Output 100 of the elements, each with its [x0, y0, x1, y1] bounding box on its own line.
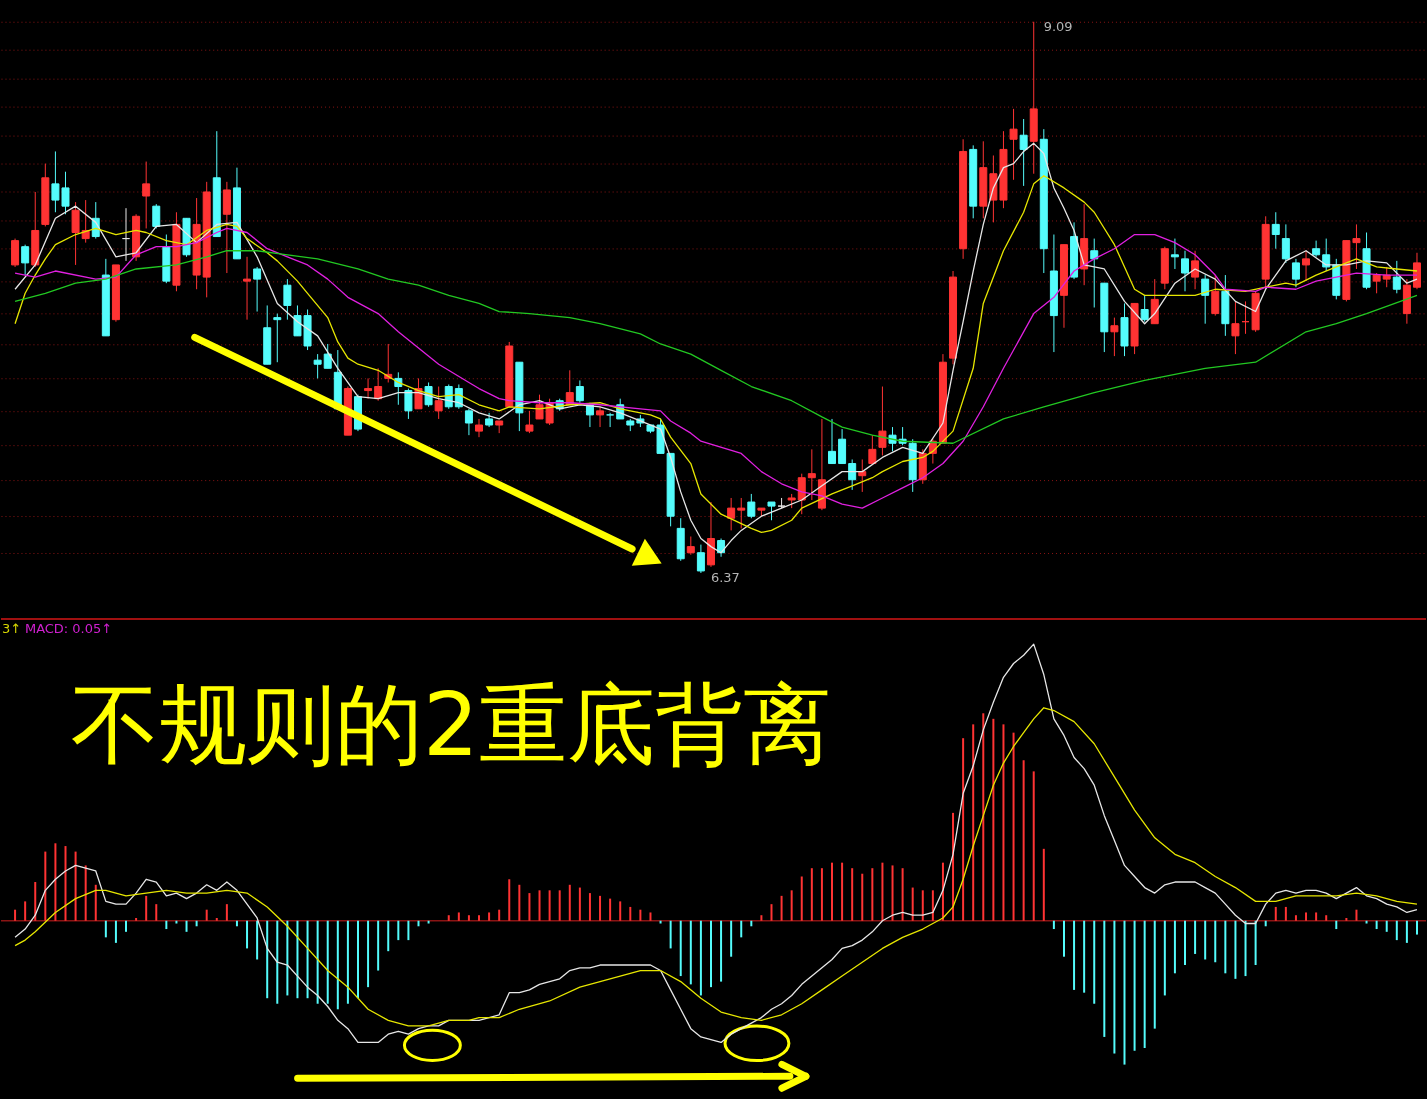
annotation: 6.37 — [710, 569, 740, 585]
bar — [780, 895, 783, 921]
bar — [568, 884, 571, 921]
bar — [306, 920, 309, 999]
bar — [730, 920, 733, 957]
bar — [1093, 920, 1096, 1004]
bar — [639, 909, 642, 921]
candlestick — [1181, 250, 1189, 292]
bar — [770, 904, 773, 921]
bar — [599, 895, 602, 921]
bar — [1375, 920, 1378, 930]
candlestick — [475, 418, 483, 438]
bar — [1103, 920, 1106, 1037]
bar — [679, 920, 682, 977]
bar — [871, 868, 874, 921]
bar — [367, 920, 370, 988]
bar — [861, 873, 864, 921]
candlestick — [575, 379, 584, 404]
bar — [296, 920, 299, 999]
candlestick — [404, 388, 413, 420]
bar — [64, 846, 67, 921]
bar — [1244, 920, 1247, 977]
bar — [931, 890, 934, 921]
bar — [820, 868, 823, 921]
candlestick — [1312, 240, 1321, 258]
candlestick — [152, 203, 161, 229]
candlestick — [243, 256, 252, 321]
bar — [1264, 920, 1267, 927]
bar — [548, 890, 551, 921]
bar — [125, 920, 128, 932]
text: 3↑ — [2, 620, 22, 636]
candlestick — [71, 201, 80, 266]
bar — [155, 904, 158, 921]
candlestick — [807, 448, 816, 501]
bar — [286, 920, 289, 996]
bar — [407, 920, 410, 941]
bar — [1405, 920, 1408, 943]
candlestick — [596, 406, 605, 428]
bar — [225, 904, 228, 921]
bar — [629, 906, 632, 921]
candlestick — [1110, 317, 1119, 357]
candlestick — [253, 266, 262, 313]
candlestick — [686, 535, 695, 556]
bar — [921, 890, 924, 921]
candlestick — [1372, 272, 1381, 294]
bar — [538, 890, 541, 921]
bar — [891, 865, 894, 921]
bar — [518, 884, 521, 921]
bar — [911, 887, 914, 921]
bar — [1395, 920, 1398, 941]
candlestick — [1392, 260, 1401, 294]
bar — [14, 909, 17, 921]
bar — [1123, 920, 1126, 1065]
candlestick — [323, 343, 332, 369]
bar — [457, 912, 460, 921]
bar — [800, 876, 803, 921]
candlestick — [1140, 294, 1149, 323]
annotation: 9.09 — [1043, 18, 1073, 34]
candlestick — [1271, 211, 1280, 250]
bar — [387, 920, 390, 952]
bar — [34, 882, 37, 921]
bar — [1325, 915, 1328, 921]
candlestick — [737, 497, 746, 529]
candlestick — [21, 244, 30, 276]
bar — [1143, 920, 1146, 1048]
bar — [1224, 920, 1227, 974]
bar — [84, 865, 87, 921]
bar — [336, 920, 339, 1010]
candlestick — [1291, 258, 1300, 288]
bar — [1153, 920, 1156, 1029]
bar — [841, 862, 844, 921]
candlestick — [1090, 238, 1099, 308]
bar — [1305, 912, 1308, 921]
candlestick — [767, 501, 776, 521]
bar — [165, 920, 168, 930]
candlestick — [848, 458, 857, 491]
bar — [467, 915, 470, 921]
bar — [588, 893, 591, 921]
candlestick — [1191, 250, 1200, 290]
bar — [1012, 732, 1015, 921]
bar — [659, 920, 662, 924]
bar — [1052, 920, 1055, 930]
text: MACD: 0.05↑ — [24, 620, 113, 636]
candlestick — [313, 353, 322, 379]
bar — [235, 920, 238, 927]
candlestick — [797, 473, 806, 515]
bar — [709, 920, 712, 988]
candlestick — [1170, 238, 1179, 270]
candlestick — [1019, 118, 1028, 187]
bar — [1335, 920, 1338, 930]
bar — [689, 920, 692, 985]
candlestick — [747, 493, 756, 519]
candlestick — [374, 367, 383, 402]
bar — [316, 920, 319, 1004]
bar — [397, 920, 400, 941]
bar — [1163, 920, 1166, 996]
bar — [356, 920, 359, 999]
bar — [1385, 920, 1388, 932]
bar — [104, 920, 107, 938]
bar — [1284, 906, 1287, 921]
